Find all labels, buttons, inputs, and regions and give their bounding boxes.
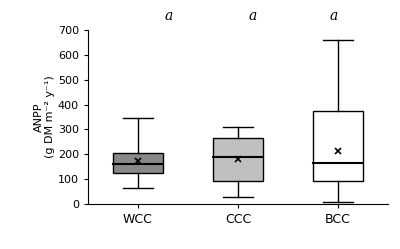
Y-axis label: ANPP
(g DM m⁻² y⁻¹): ANPP (g DM m⁻² y⁻¹) [34, 76, 55, 158]
Bar [213, 138, 263, 181]
Bar [113, 153, 163, 173]
Text: a: a [330, 9, 338, 23]
Bar [313, 111, 363, 181]
Text: a: a [249, 9, 257, 23]
Text: a: a [165, 9, 173, 23]
